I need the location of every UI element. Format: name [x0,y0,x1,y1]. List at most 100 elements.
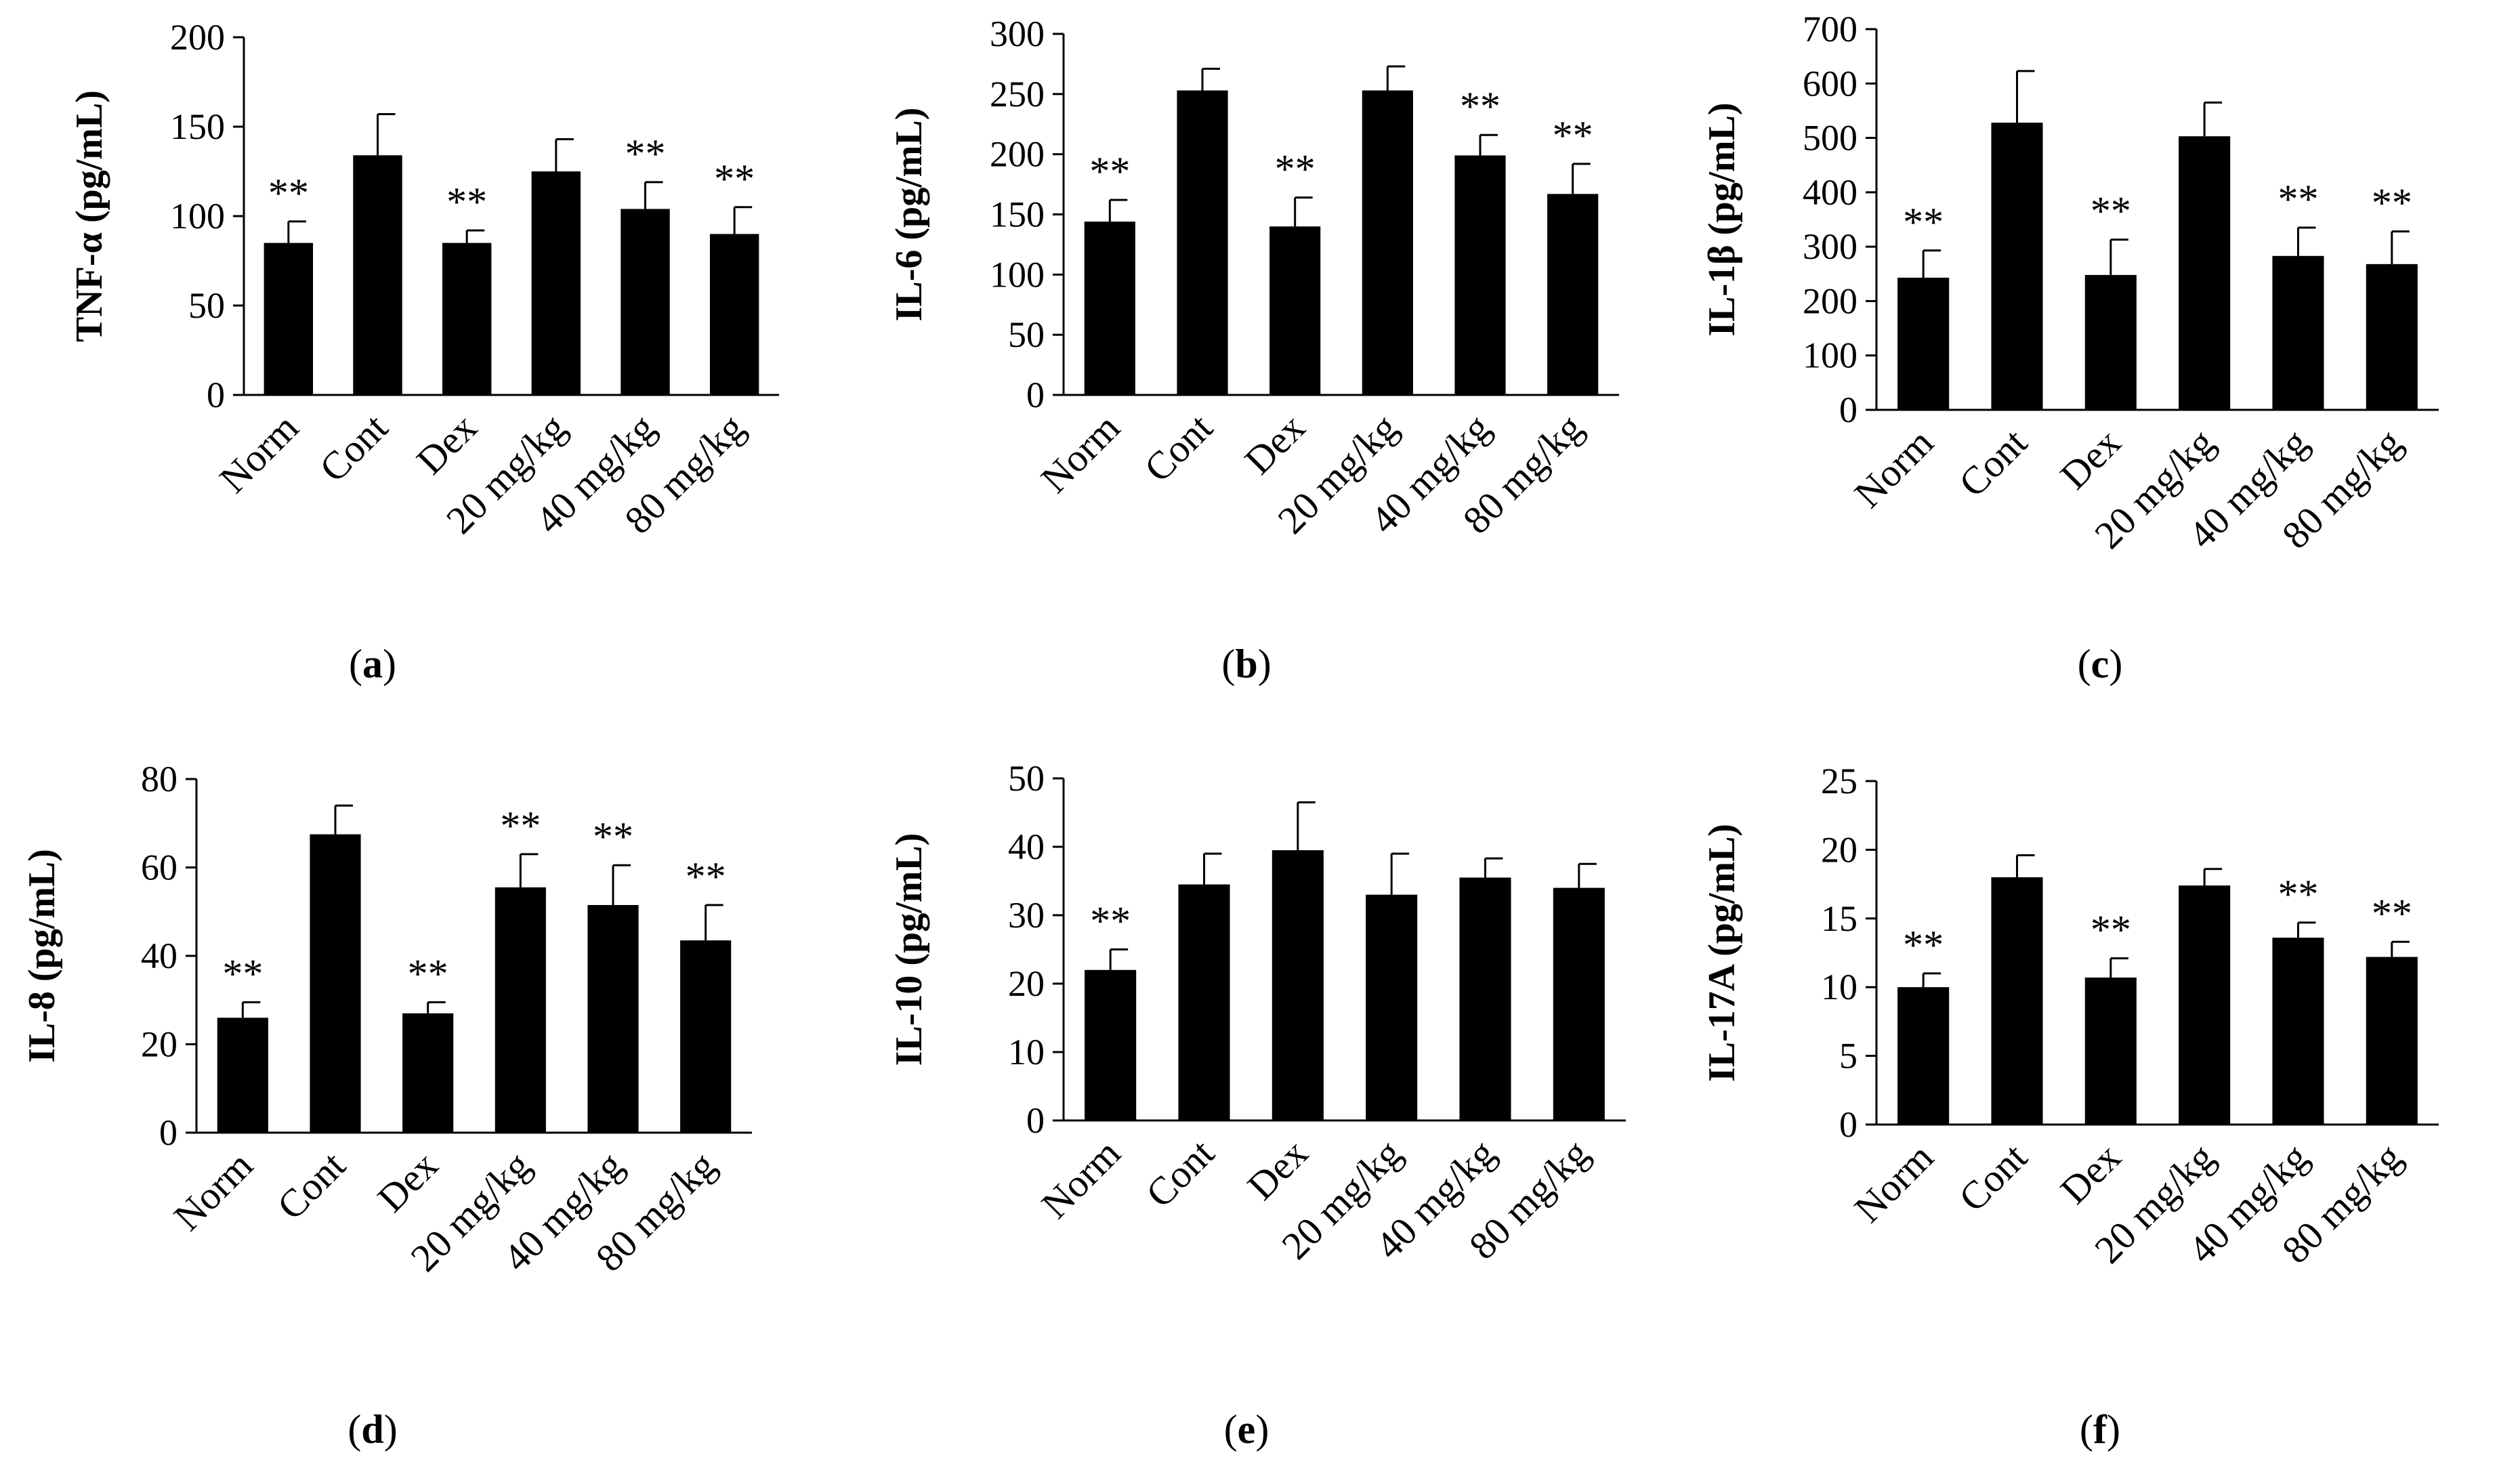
y-tick-label: 200 [1803,280,1857,321]
category-label: Cont [1950,420,2036,505]
significance-marker: ** [268,171,309,215]
significance-marker: ** [1553,113,1593,158]
bar-c-2 [2084,274,2137,410]
panel-label: (a) [349,642,396,686]
significance-marker: ** [625,131,666,176]
y-tick-label: 10 [1821,967,1857,1007]
y-tick-label: 30 [1008,895,1045,936]
y-tick-label: 500 [1803,118,1857,159]
significance-marker: ** [446,180,487,224]
bar-d-0 [217,1018,268,1133]
bar-b-5 [1547,194,1599,395]
category-label: Norm [1032,405,1129,501]
y-tick-label: 0 [159,1112,177,1153]
bar-f-5 [2366,957,2418,1125]
y-axis-title: IL-6 (pg/mL) [888,108,930,322]
y-tick-label: 200 [170,17,225,58]
category-label: Norm [211,405,307,501]
y-tick-label: 40 [1008,826,1045,867]
y-tick-label: 150 [170,106,225,147]
y-tick-label: 0 [1839,390,1857,430]
significance-marker: ** [1903,200,1944,245]
bar-d-3 [495,887,546,1133]
bar-f-0 [1897,987,1950,1125]
y-tick-label: 100 [170,196,225,236]
bar-e-4 [1459,877,1511,1120]
y-tick-label: 0 [207,375,225,415]
category-label: Cont [268,1143,354,1228]
y-tick-label: 300 [1803,226,1857,267]
significance-marker: ** [2372,181,2412,226]
category-label: Dex [1236,405,1314,482]
significance-marker: ** [500,803,541,848]
bar-c-0 [1897,277,1950,410]
y-tick-label: 25 [1821,761,1857,801]
y-tick-label: 600 [1803,63,1857,104]
y-tick-label: 400 [1803,172,1857,213]
category-label: Cont [311,405,396,490]
y-tick-label: 60 [141,847,177,888]
bar-e-2 [1272,850,1324,1120]
bar-b-0 [1084,222,1135,395]
bar-d-1 [310,834,361,1133]
y-axis-title: TNF-α (pg/mL) [68,90,110,342]
significance-marker: ** [2372,891,2412,936]
significance-marker: ** [1460,84,1500,129]
bar-c-1 [1991,123,2043,410]
bar-f-4 [2272,938,2324,1125]
category-label: Dex [2052,1135,2129,1212]
y-tick-label: 20 [1821,829,1857,870]
chart-panel-a: 0 50 100 150 200 TNF-α (pg/mL) ** Norm Cont ** Dex… [68,17,779,686]
panel-label: (e) [1224,1407,1269,1452]
y-axis-title: IL-8 (pg/mL) [21,849,63,1063]
y-axis-title: IL-1β (pg/mL) [1701,102,1743,336]
y-axis-title: IL-17A (pg/mL) [1701,824,1743,1082]
bar-b-4 [1454,155,1506,395]
bar-d-2 [402,1013,454,1133]
category-label: Dex [1239,1131,1316,1208]
panel-label: (d) [348,1407,397,1452]
significance-marker: ** [1089,149,1130,194]
category-label: Norm [1846,1135,1942,1231]
y-tick-label: 20 [141,1024,177,1065]
significance-marker: ** [2278,177,2319,222]
bar-e-5 [1553,887,1605,1120]
bar-a-4 [621,209,670,395]
y-tick-label: 20 [1008,963,1045,1004]
y-tick-label: 0 [1026,1100,1045,1141]
chart-panel-c: 0 100 200 300 400 500 600 700 IL-1β (pg/mL) ** Nor… [1701,9,2439,686]
significance-marker: ** [2091,189,2131,234]
bar-b-3 [1362,90,1413,395]
y-tick-label: 80 [141,759,177,799]
significance-marker: ** [1090,899,1131,944]
y-tick-label: 150 [990,194,1045,235]
chart-panel-b: 0 50 100 150 200 250 300 IL-6 (pg/mL) ** Norm Cont… [888,14,1619,686]
panel-label: (f) [2080,1407,2120,1452]
category-label: Dex [369,1143,446,1220]
bar-d-4 [587,904,639,1133]
bar-f-1 [1991,877,2043,1125]
bar-a-0 [264,243,314,395]
category-label: Dex [2052,420,2129,497]
category-label: Norm [1846,420,1942,516]
category-label: Cont [1950,1135,2036,1220]
bar-a-2 [442,243,492,395]
significance-marker: ** [714,156,755,201]
significance-marker: ** [686,854,726,899]
y-tick-label: 50 [1008,314,1045,355]
category-label: Norm [1033,1131,1129,1227]
y-tick-label: 0 [1839,1104,1857,1145]
y-tick-label: 50 [1008,758,1045,799]
y-tick-label: 100 [1803,335,1857,376]
significance-marker: ** [408,952,448,997]
y-tick-label: 5 [1839,1036,1857,1076]
bar-c-5 [2366,264,2418,410]
bar-c-4 [2272,255,2324,410]
bar-e-3 [1366,894,1418,1120]
y-tick-label: 10 [1008,1032,1045,1072]
bar-a-3 [531,171,581,395]
y-tick-label: 250 [990,74,1045,114]
y-tick-label: 200 [990,134,1045,175]
